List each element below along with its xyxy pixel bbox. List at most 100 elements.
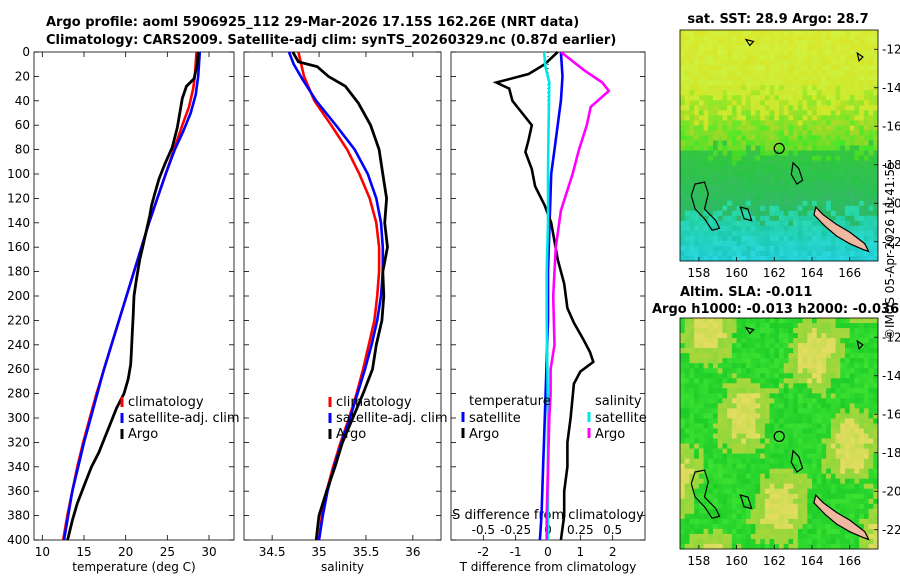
map-cell	[868, 90, 874, 96]
map-cell	[783, 60, 789, 66]
map-cell	[821, 250, 827, 257]
map-cell	[684, 503, 690, 510]
map-cell	[840, 40, 846, 46]
map-cell	[849, 220, 855, 227]
map-cell	[760, 150, 766, 156]
map-cell	[774, 353, 780, 359]
map-cell	[774, 255, 780, 262]
map-cell	[698, 95, 704, 101]
map-cell	[802, 135, 808, 141]
map-cell	[807, 333, 813, 339]
map-cell	[821, 60, 827, 66]
map-cell	[868, 403, 874, 409]
map-cell	[854, 130, 860, 136]
map-cell	[835, 373, 841, 379]
map-cell	[694, 358, 700, 364]
map-cell	[840, 318, 846, 324]
map-cell	[826, 523, 832, 530]
map-cell	[755, 498, 761, 505]
map-cell	[769, 403, 775, 409]
map-cell	[755, 80, 761, 86]
map-cell	[746, 145, 752, 151]
map-cell	[731, 45, 737, 51]
map-cell	[684, 255, 690, 262]
map-cell	[741, 433, 747, 439]
map-cell	[736, 523, 742, 530]
map-cell	[689, 80, 695, 86]
map-cell	[821, 150, 827, 156]
map-cell	[821, 493, 827, 500]
map-cell	[727, 55, 733, 61]
map-cell	[779, 503, 785, 510]
map-cell	[703, 55, 709, 61]
map-cell	[713, 225, 719, 232]
map-cell	[703, 65, 709, 71]
map-cell	[779, 230, 785, 237]
map-cell	[807, 140, 813, 146]
map-cell	[769, 418, 775, 424]
map-cell	[812, 508, 818, 515]
map-cell	[755, 100, 761, 106]
map-cell	[854, 398, 860, 404]
map-cell	[779, 378, 785, 384]
map-cell	[684, 170, 690, 177]
map-cell	[731, 155, 737, 161]
map-cell	[821, 398, 827, 404]
map-cell	[807, 378, 813, 384]
map-cell	[873, 333, 879, 339]
map-cell	[736, 210, 742, 217]
map-cell	[713, 343, 719, 349]
map-cell	[854, 110, 860, 116]
map-cell	[793, 160, 799, 166]
map-cell	[826, 45, 832, 51]
map-cell	[774, 423, 780, 429]
map-cell	[708, 528, 714, 535]
map-cell	[774, 100, 780, 106]
map-cell	[713, 50, 719, 56]
map-cell	[845, 408, 851, 414]
map-cell	[835, 90, 841, 96]
map-cell	[741, 30, 747, 36]
map-cell	[750, 240, 756, 247]
map-cell	[845, 190, 851, 197]
map-cell	[741, 255, 747, 262]
map-cell	[760, 423, 766, 429]
map-cell	[802, 40, 808, 46]
map-cell	[680, 533, 686, 540]
map-cell	[859, 428, 865, 434]
map-cell	[845, 200, 851, 207]
map-cell	[717, 130, 723, 136]
map-cell	[859, 443, 865, 449]
map-cell	[694, 30, 700, 36]
map-cell	[821, 368, 827, 374]
map-cell	[722, 398, 728, 404]
map-cell	[826, 160, 832, 166]
map-cell	[873, 235, 879, 242]
map-cell	[816, 160, 822, 166]
map-cell	[783, 418, 789, 424]
map-ytick-label: -12	[882, 330, 900, 344]
map-cell	[821, 363, 827, 369]
map-cell	[750, 200, 756, 207]
map-cell	[788, 105, 794, 111]
map-cell	[859, 225, 865, 232]
map-cell	[788, 503, 794, 510]
map-cell	[802, 418, 808, 424]
map-cell	[821, 80, 827, 86]
map-cell	[840, 80, 846, 86]
map-cell	[783, 255, 789, 262]
map-cell	[793, 508, 799, 515]
map-cell	[873, 240, 879, 247]
map-cell	[741, 428, 747, 434]
map-cell	[807, 30, 813, 36]
map-cell	[821, 100, 827, 106]
map-cell	[741, 353, 747, 359]
map-cell	[830, 165, 836, 172]
map-cell	[863, 488, 869, 495]
map-cell	[727, 165, 733, 172]
map-cell	[826, 413, 832, 419]
map-cell	[783, 205, 789, 212]
map-cell	[731, 180, 737, 187]
map-cell	[769, 408, 775, 414]
map-cell	[859, 438, 865, 444]
